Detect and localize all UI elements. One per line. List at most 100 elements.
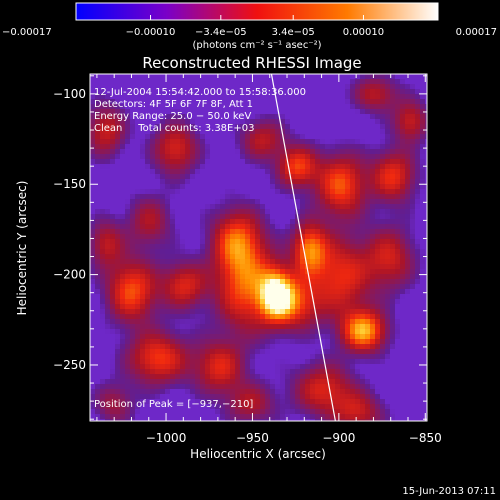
heatmap-cell <box>340 184 346 190</box>
heatmap-cell <box>250 169 256 175</box>
heatmap-cell <box>170 414 176 420</box>
heatmap-cell <box>295 389 301 395</box>
heatmap-cell <box>220 279 226 285</box>
heatmap-cell <box>185 164 191 170</box>
heatmap-cell <box>330 259 336 265</box>
heatmap-cell <box>220 324 226 330</box>
heatmap-cell <box>155 349 161 355</box>
heatmap-cell <box>335 194 341 200</box>
heatmap-cell <box>290 364 296 370</box>
heatmap-cell <box>410 84 416 90</box>
heatmap-cell <box>155 269 161 275</box>
heatmap-cell <box>175 179 181 185</box>
heatmap-cell <box>320 309 326 315</box>
heatmap-cell <box>175 154 181 160</box>
heatmap-cell <box>210 84 216 90</box>
heatmap-cell <box>340 134 346 140</box>
heatmap-cell <box>340 354 346 360</box>
heatmap-cell <box>305 294 311 300</box>
heatmap-cell <box>375 304 381 310</box>
heatmap-cell <box>100 199 106 205</box>
heatmap-cell <box>175 329 181 335</box>
heatmap-cell <box>275 319 281 325</box>
heatmap-cell <box>410 394 416 400</box>
heatmap-cell <box>305 99 311 105</box>
heatmap-cell <box>300 404 306 410</box>
heatmap-cell <box>140 224 146 230</box>
heatmap-cell <box>360 334 366 340</box>
heatmap-cell <box>340 339 346 345</box>
heatmap-cell <box>125 209 131 215</box>
heatmap-cell <box>280 334 286 340</box>
heatmap-cell <box>215 399 221 405</box>
heatmap-cell <box>310 149 316 155</box>
heatmap-cell <box>305 259 311 265</box>
heatmap-cell <box>295 234 301 240</box>
heatmap-cell <box>105 394 111 400</box>
heatmap-cell <box>360 294 366 300</box>
heatmap-cell <box>140 109 146 115</box>
heatmap-cell <box>190 139 196 145</box>
heatmap-cell <box>240 339 246 345</box>
heatmap-cell <box>360 214 366 220</box>
heatmap-cell <box>135 224 141 230</box>
heatmap-cell <box>195 159 201 165</box>
heatmap-cell <box>335 224 341 230</box>
heatmap-cell <box>165 259 171 265</box>
heatmap-cell <box>280 359 286 365</box>
heatmap-cell <box>215 134 221 140</box>
heatmap-cell <box>365 184 371 190</box>
heatmap-cell <box>245 279 251 285</box>
heatmap-cell <box>400 314 406 320</box>
heatmap-cell <box>185 239 191 245</box>
heatmap-cell <box>250 154 256 160</box>
heatmap-cell <box>325 74 331 80</box>
heatmap-cell <box>105 344 111 350</box>
heatmap-cell <box>395 349 401 355</box>
heatmap-cell <box>225 89 231 95</box>
heatmap-cell <box>425 169 427 175</box>
heatmap-cell <box>95 184 101 190</box>
heatmap-cell <box>235 284 241 290</box>
heatmap-cell <box>275 299 281 305</box>
heatmap-cell <box>240 349 246 355</box>
heatmap-cell <box>235 174 241 180</box>
heatmap-cell <box>230 364 236 370</box>
heatmap-cell <box>170 149 176 155</box>
heatmap-cell <box>310 309 316 315</box>
heatmap-cell <box>255 109 261 115</box>
heatmap-cell <box>405 84 411 90</box>
heatmap-cell <box>375 254 381 260</box>
heatmap-cell <box>115 79 121 85</box>
heatmap-cell <box>425 74 427 80</box>
heatmap-cell <box>90 74 96 80</box>
heatmap-cell <box>380 419 386 421</box>
heatmap-cell <box>370 324 376 330</box>
heatmap-cell <box>175 114 181 120</box>
heatmap-cell <box>415 254 421 260</box>
heatmap-cell <box>160 414 166 420</box>
heatmap-cell <box>385 194 391 200</box>
heatmap-cell <box>210 409 216 415</box>
heatmap-cell <box>420 414 426 420</box>
heatmap-cell <box>405 314 411 320</box>
heatmap-cell <box>185 184 191 190</box>
heatmap-cell <box>240 314 246 320</box>
heatmap-cell <box>380 204 386 210</box>
heatmap-cell <box>210 144 216 150</box>
heatmap-cell <box>135 169 141 175</box>
heatmap-cell <box>355 359 361 365</box>
heatmap-cell <box>110 109 116 115</box>
heatmap-cell <box>205 79 211 85</box>
heatmap-cell <box>370 304 376 310</box>
heatmap-cell <box>100 164 106 170</box>
heatmap-cell <box>270 124 276 130</box>
heatmap-cell <box>335 114 341 120</box>
heatmap-cell <box>300 114 306 120</box>
heatmap-cell <box>400 134 406 140</box>
heatmap-cell <box>145 359 151 365</box>
heatmap-cell <box>250 199 256 205</box>
heatmap-cell <box>355 124 361 130</box>
heatmap-cell <box>235 109 241 115</box>
heatmap-cell <box>280 294 286 300</box>
